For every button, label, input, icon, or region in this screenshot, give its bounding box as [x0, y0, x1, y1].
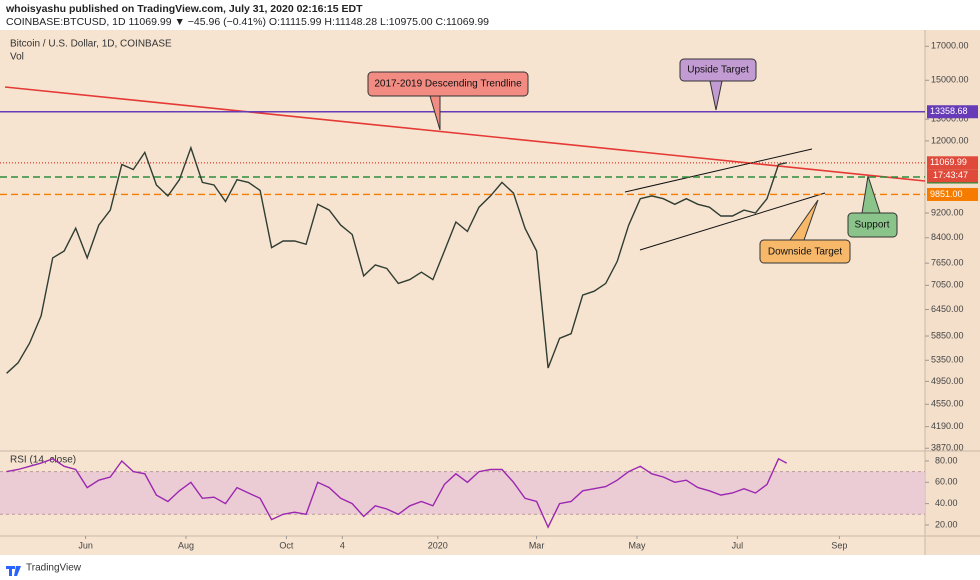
- x-tick-label: Jul: [732, 540, 744, 550]
- y-tick-label: 13000.00: [931, 114, 969, 124]
- callout-text: Support: [854, 220, 889, 231]
- rsi-label: RSI (14, close): [10, 455, 76, 466]
- rsi-line: [6, 457, 788, 529]
- chart-background: [0, 30, 980, 555]
- y-tick-label: 9200.00: [931, 207, 964, 217]
- symbol-line: COINBASE:BTCUSD, 1D 11069.99 ▼ −45.96 (−…: [6, 16, 489, 28]
- y-tick-label: 6450.00: [931, 304, 964, 314]
- y-tick-label: 80.00: [935, 455, 958, 465]
- brand-logo: [6, 566, 21, 576]
- brand-name: TradingView: [26, 563, 82, 574]
- countdown-tag: [927, 169, 978, 183]
- y-tick-label: 5850.00: [931, 330, 964, 340]
- y-tick-label: 4950.00: [931, 376, 964, 386]
- callout-box: [367, 71, 529, 97]
- y-tick-label: 5350.00: [931, 355, 964, 365]
- volume-label: Vol: [10, 52, 24, 63]
- callout-box: [847, 212, 898, 238]
- x-tick-label: May: [628, 540, 646, 550]
- price-level-tag: [927, 156, 978, 170]
- x-tick-label: 4: [340, 540, 345, 550]
- callout-text: Upside Target: [687, 65, 749, 76]
- byline: whoisyashu published on TradingView.com,…: [5, 3, 363, 15]
- price-level-tag: [927, 105, 978, 119]
- x-tick-label: Sep: [831, 540, 847, 550]
- footer: [0, 555, 980, 580]
- y-tick-label: 17000.00: [931, 41, 969, 51]
- y-tick-label: 15000.00: [931, 75, 969, 85]
- chart-title: Bitcoin / U.S. Dollar, 1D, COINBASE: [10, 39, 172, 50]
- y-tick-label: 12000.00: [931, 135, 969, 145]
- callout-box: [679, 58, 757, 82]
- channel-lower: [639, 192, 826, 251]
- price-level-label: 11069.99: [930, 157, 967, 167]
- x-tick-label: 2020: [428, 540, 448, 550]
- x-tick-label: Oct: [279, 540, 294, 550]
- callout-text: Downside Target: [768, 247, 843, 258]
- price-level-tag: [927, 187, 978, 201]
- y-tick-label: 8400.00: [931, 232, 964, 242]
- y-tick-label: 60.00: [935, 477, 958, 487]
- y-tick-label: 4190.00: [931, 421, 964, 431]
- x-tick-label: Mar: [529, 540, 545, 550]
- annotations: 2017-2019 Descending Trendline Upside Ta…: [367, 58, 898, 264]
- y-tick-label: 7650.00: [931, 258, 964, 268]
- channel-upper: [624, 148, 813, 193]
- x-tick-label: Jun: [78, 540, 93, 550]
- y-tick-label: 7050.00: [931, 280, 964, 290]
- y-tick-label: 40.00: [935, 498, 958, 508]
- price-level-label: 9851.00: [930, 189, 963, 199]
- callout-box: [759, 239, 851, 264]
- y-tick-label: 20.00: [935, 519, 958, 529]
- countdown: 17:43:47: [933, 170, 968, 180]
- y-tick-label: 4550.00: [931, 399, 964, 409]
- x-tick-label: Aug: [178, 540, 194, 550]
- price-level-label: 13358.68: [930, 106, 968, 116]
- callout-text: 2017-2019 Descending Trendline: [374, 79, 522, 90]
- price-line: [6, 145, 787, 374]
- y-tick-label: 3870.00: [931, 443, 964, 453]
- descending-trendline: [4, 86, 926, 182]
